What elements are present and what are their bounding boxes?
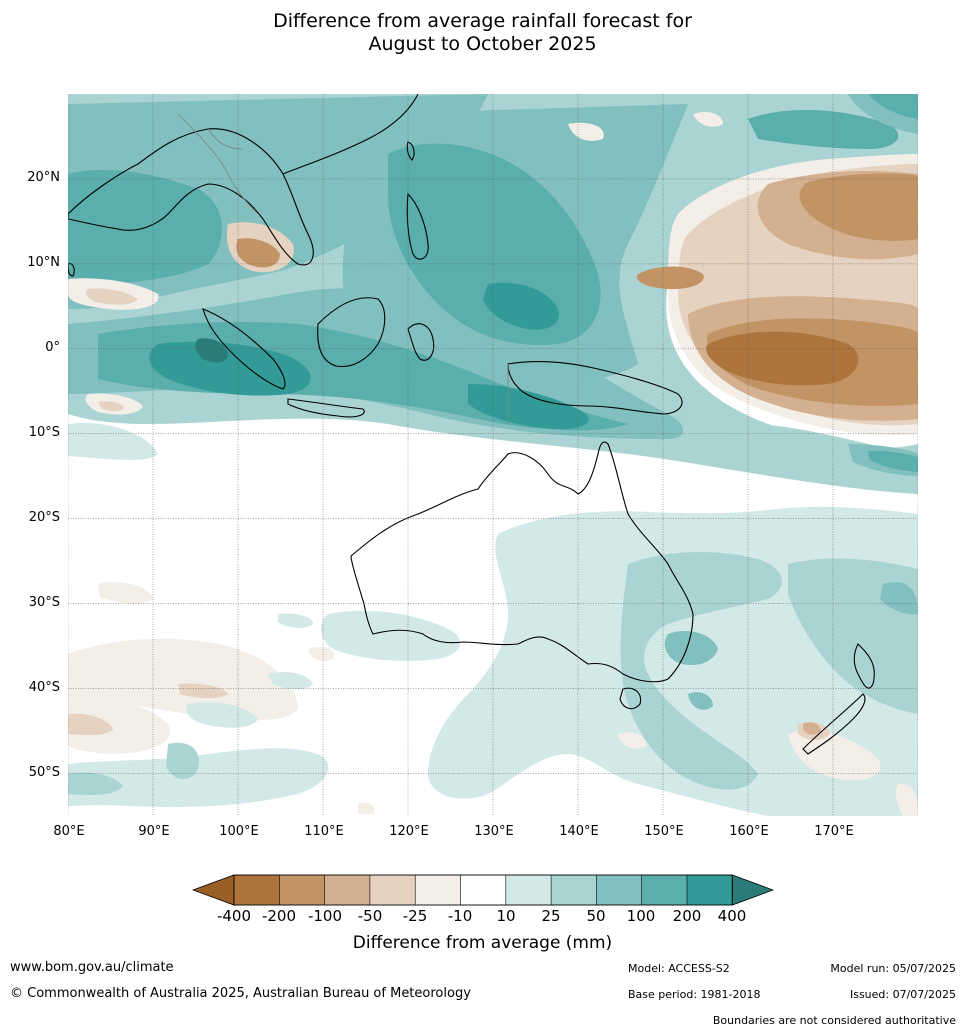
colorbar-low-extension xyxy=(192,874,235,906)
colorbar-cell xyxy=(415,875,461,905)
colorbar-cell xyxy=(234,875,280,905)
base-period: Base period: 1981-2018 xyxy=(628,988,761,1001)
colorbar-cell xyxy=(324,875,370,905)
lon-label-100e: 100°E xyxy=(219,824,259,839)
lon-label-90e: 90°E xyxy=(138,824,170,839)
sumatra-coastline xyxy=(202,308,286,390)
wet-zone-south xyxy=(68,748,329,808)
rainfall-map xyxy=(68,94,918,816)
sulawesi-coastline xyxy=(407,323,435,361)
colorbar-cell xyxy=(279,875,325,905)
philippines-coastline xyxy=(406,192,429,260)
taiwan-coastline xyxy=(406,141,415,161)
coastlines xyxy=(68,94,875,755)
model-run-date: Model run: 05/07/2025 xyxy=(830,962,956,975)
colorbar-tick: -200 xyxy=(261,907,297,925)
lon-label-160e: 160°E xyxy=(729,824,769,839)
borders xyxy=(177,113,509,424)
title-line-2: August to October 2025 xyxy=(368,33,597,55)
colorbar-tick: -100 xyxy=(307,907,343,925)
java-coastline xyxy=(287,398,365,418)
map-title: Difference from average rainfall forecas… xyxy=(0,10,965,56)
colorbar-cell xyxy=(505,875,552,905)
new-guinea-coastline xyxy=(507,361,683,415)
australia-coastline xyxy=(350,441,694,683)
colorbar-cell xyxy=(687,875,733,905)
colorbar-cell xyxy=(460,875,506,905)
colorbar xyxy=(192,874,774,906)
gridlines xyxy=(68,94,918,816)
lat-label-20s: 20°S xyxy=(28,510,60,525)
lat-label-30s: 30°S xyxy=(28,595,60,610)
lat-label-40s: 40°S xyxy=(28,680,60,695)
lon-label-130e: 130°E xyxy=(474,824,514,839)
colorbar-cell xyxy=(596,875,642,905)
colorbar-tick: -400 xyxy=(216,907,252,925)
lon-label-120e: 120°E xyxy=(389,824,429,839)
lat-label-10n: 10°N xyxy=(27,255,60,270)
colorbar-tick: 25 xyxy=(541,907,561,925)
new-zealand-north-island xyxy=(853,643,875,689)
colorbar-tick: 200 xyxy=(672,907,702,925)
lon-label-80e: 80°E xyxy=(53,824,85,839)
colorbar-tick: -25 xyxy=(402,907,428,925)
mainland-asia-coastline xyxy=(68,128,314,266)
colorbar-tick: 100 xyxy=(626,907,656,925)
colorbar-title: Difference from average (mm) xyxy=(352,933,613,953)
dry-zone-southwest xyxy=(68,638,298,721)
boundary-disclaimer: Boundaries are not considered authoritat… xyxy=(712,1014,956,1027)
colorbar-tick: 400 xyxy=(717,907,747,925)
copyright-text: © Commonwealth of Australia 2025, Austra… xyxy=(10,986,471,1001)
lon-label-110e: 110°E xyxy=(304,824,344,839)
dry-zone-core xyxy=(706,331,859,386)
lat-label-10s: 10°S xyxy=(28,425,60,440)
new-zealand-south-island xyxy=(802,693,866,755)
lon-label-170e: 170°E xyxy=(814,824,854,839)
colorbar-cell xyxy=(369,875,416,905)
lat-label-0: 0° xyxy=(45,340,60,355)
borneo-coastline xyxy=(317,297,386,368)
lon-label-140e: 140°E xyxy=(559,824,599,839)
model-name: Model: ACCESS-S2 xyxy=(628,962,730,975)
title-line-1: Difference from average rainfall forecas… xyxy=(273,10,692,32)
issued-date: Issued: 07/07/2025 xyxy=(849,988,956,1001)
lon-label-150e: 150°E xyxy=(644,824,684,839)
colorbar-tick: -50 xyxy=(357,907,383,925)
colorbar-tick: 10 xyxy=(496,907,516,925)
website-link[interactable]: www.bom.gov.au/climate xyxy=(10,960,174,975)
lat-label-20n: 20°N xyxy=(27,170,60,185)
tasmania-coastline xyxy=(619,687,642,710)
colorbar-tick: 50 xyxy=(586,907,606,925)
lat-label-50s: 50°S xyxy=(28,765,60,780)
colorbar-cell xyxy=(641,875,687,905)
colorbar-tick: -10 xyxy=(447,907,473,925)
colorbar-high-extension xyxy=(731,874,774,906)
colorbar-cell xyxy=(551,875,597,905)
sri-lanka-coastline xyxy=(68,263,75,277)
